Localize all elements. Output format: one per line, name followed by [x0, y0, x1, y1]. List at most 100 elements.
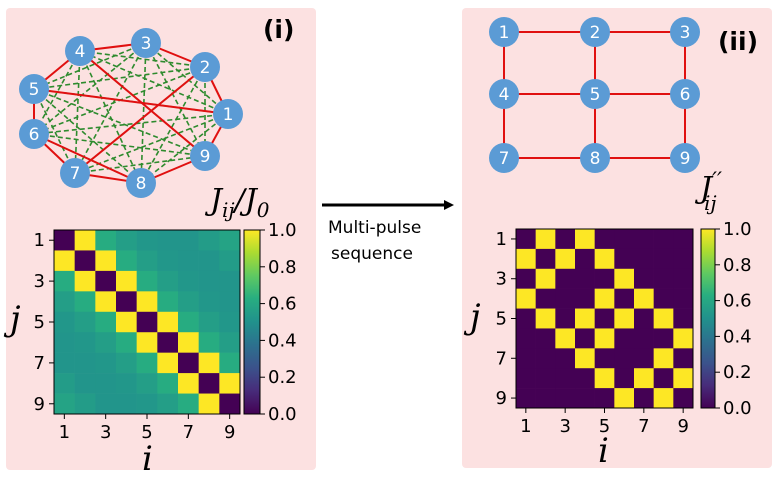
heatmap-cell: [198, 230, 220, 251]
y-tick-label: 7: [496, 348, 507, 369]
colorbar-tick-label: 0.0: [268, 404, 297, 425]
heatmap-cell: [634, 348, 654, 369]
graph-node-label: 6: [29, 125, 40, 145]
heatmap-cell: [653, 368, 674, 389]
heatmap-cell: [535, 268, 556, 289]
heatmap-cell: [673, 268, 694, 289]
long-range-edge: [145, 42, 229, 115]
heatmap-cell: [673, 288, 694, 309]
lattice-node-label: 4: [499, 85, 510, 105]
graph-node-label: 7: [70, 164, 81, 184]
lattice-node-label: 6: [680, 85, 691, 105]
heatmap-cell: [74, 332, 96, 353]
heatmap-cell: [516, 288, 536, 309]
heatmap-cell: [95, 352, 117, 374]
graph-node: [131, 28, 161, 58]
strong-edge: [79, 50, 206, 157]
heatmap-cell: [54, 230, 75, 251]
colorbar-tick-label: 0.8: [268, 257, 297, 278]
heatmap-cell: [54, 373, 75, 394]
heatmap-cell: [555, 368, 576, 389]
x-tick-label: 3: [100, 422, 111, 443]
heatmap-cell: [653, 268, 674, 289]
left-x-axis-label: i: [142, 439, 153, 478]
graph-node-label: 1: [223, 105, 234, 125]
heatmap-cell: [74, 230, 96, 251]
heatmap-cell: [136, 230, 158, 251]
y-tick-label: 7: [34, 353, 45, 374]
heatmap-cell: [555, 229, 576, 250]
long-range-edge: [79, 50, 206, 68]
heatmap-cell: [634, 288, 654, 309]
heatmap-cell: [157, 230, 179, 251]
heatmap-cell: [157, 373, 179, 394]
heatmap-cell: [535, 248, 556, 270]
heatmap-cell: [136, 291, 158, 313]
lattice-node: [670, 17, 700, 47]
lattice-node-label: 5: [590, 85, 601, 105]
colorbar-tick-label: 0.8: [723, 255, 752, 276]
long-range-edge: [140, 113, 229, 184]
graph-node-label: 5: [29, 80, 40, 100]
heatmap-cell: [116, 332, 137, 353]
heatmap-cell: [219, 373, 241, 394]
heatmap-cell: [198, 270, 220, 292]
heatmap-cell: [634, 368, 654, 389]
colorbar-tick-label: 0.0: [723, 398, 752, 419]
x-tick-label: 3: [559, 416, 570, 437]
heatmap-cell: [516, 348, 536, 369]
heatmap-cell: [74, 352, 96, 374]
heatmap-cell: [575, 388, 595, 409]
colorbar-tick-label: 0.6: [723, 291, 752, 312]
graph-node: [190, 52, 220, 82]
lattice-node: [670, 143, 700, 173]
heatmap-cell: [178, 332, 199, 353]
y-tick-label: 3: [34, 271, 45, 292]
heatmap-cell: [219, 270, 241, 292]
lattice-node-label: 3: [680, 23, 691, 43]
heatmap-cell: [594, 328, 615, 349]
y-tick-label: 5: [34, 312, 45, 333]
heatmap-cell: [54, 291, 75, 313]
heatmap-cell: [219, 230, 241, 251]
heatmap-cell: [653, 229, 674, 250]
heatmap-cell: [516, 248, 536, 270]
long-range-edge: [33, 66, 206, 90]
x-tick-label: 1: [520, 416, 531, 437]
heatmap-cell: [653, 328, 674, 349]
heatmap-cell: [95, 373, 117, 394]
heatmap-cell: [575, 308, 595, 329]
heatmap-cell: [95, 393, 117, 415]
left-y-axis-label: j: [3, 299, 21, 339]
lattice-node: [580, 79, 610, 109]
heatmap-cell: [653, 388, 674, 409]
heatmap-cell: [198, 373, 220, 394]
heatmap-cell: [575, 348, 595, 369]
heatmap-cell: [673, 328, 694, 349]
y-tick-label: 1: [496, 229, 507, 250]
graph-node: [126, 168, 156, 198]
lattice-node-label: 2: [590, 23, 601, 43]
heatmap-cell: [95, 230, 117, 251]
long-range-edge: [33, 113, 229, 135]
heatmap-cell: [178, 291, 199, 313]
heatmap-cell: [673, 308, 694, 329]
graph-node-label: 8: [136, 174, 147, 194]
colorbar-tick-label: 0.6: [268, 294, 297, 315]
heatmap-cell: [74, 311, 96, 333]
heatmap-cell: [575, 288, 595, 309]
heatmap-cell: [614, 268, 635, 289]
long-range-edge: [33, 42, 147, 90]
y-tick-label: 9: [34, 394, 45, 415]
heatmap-cell: [198, 393, 220, 415]
y-tick-label: 1: [34, 230, 45, 251]
heatmap-cell: [74, 393, 96, 415]
heatmap-cell: [116, 270, 137, 292]
heatmap-cell: [555, 248, 576, 270]
heatmap-cell: [594, 308, 615, 329]
lattice-node: [580, 143, 610, 173]
heatmap-cell: [535, 368, 556, 389]
heatmap-cell: [157, 291, 179, 313]
heatmap-cell: [594, 348, 615, 369]
